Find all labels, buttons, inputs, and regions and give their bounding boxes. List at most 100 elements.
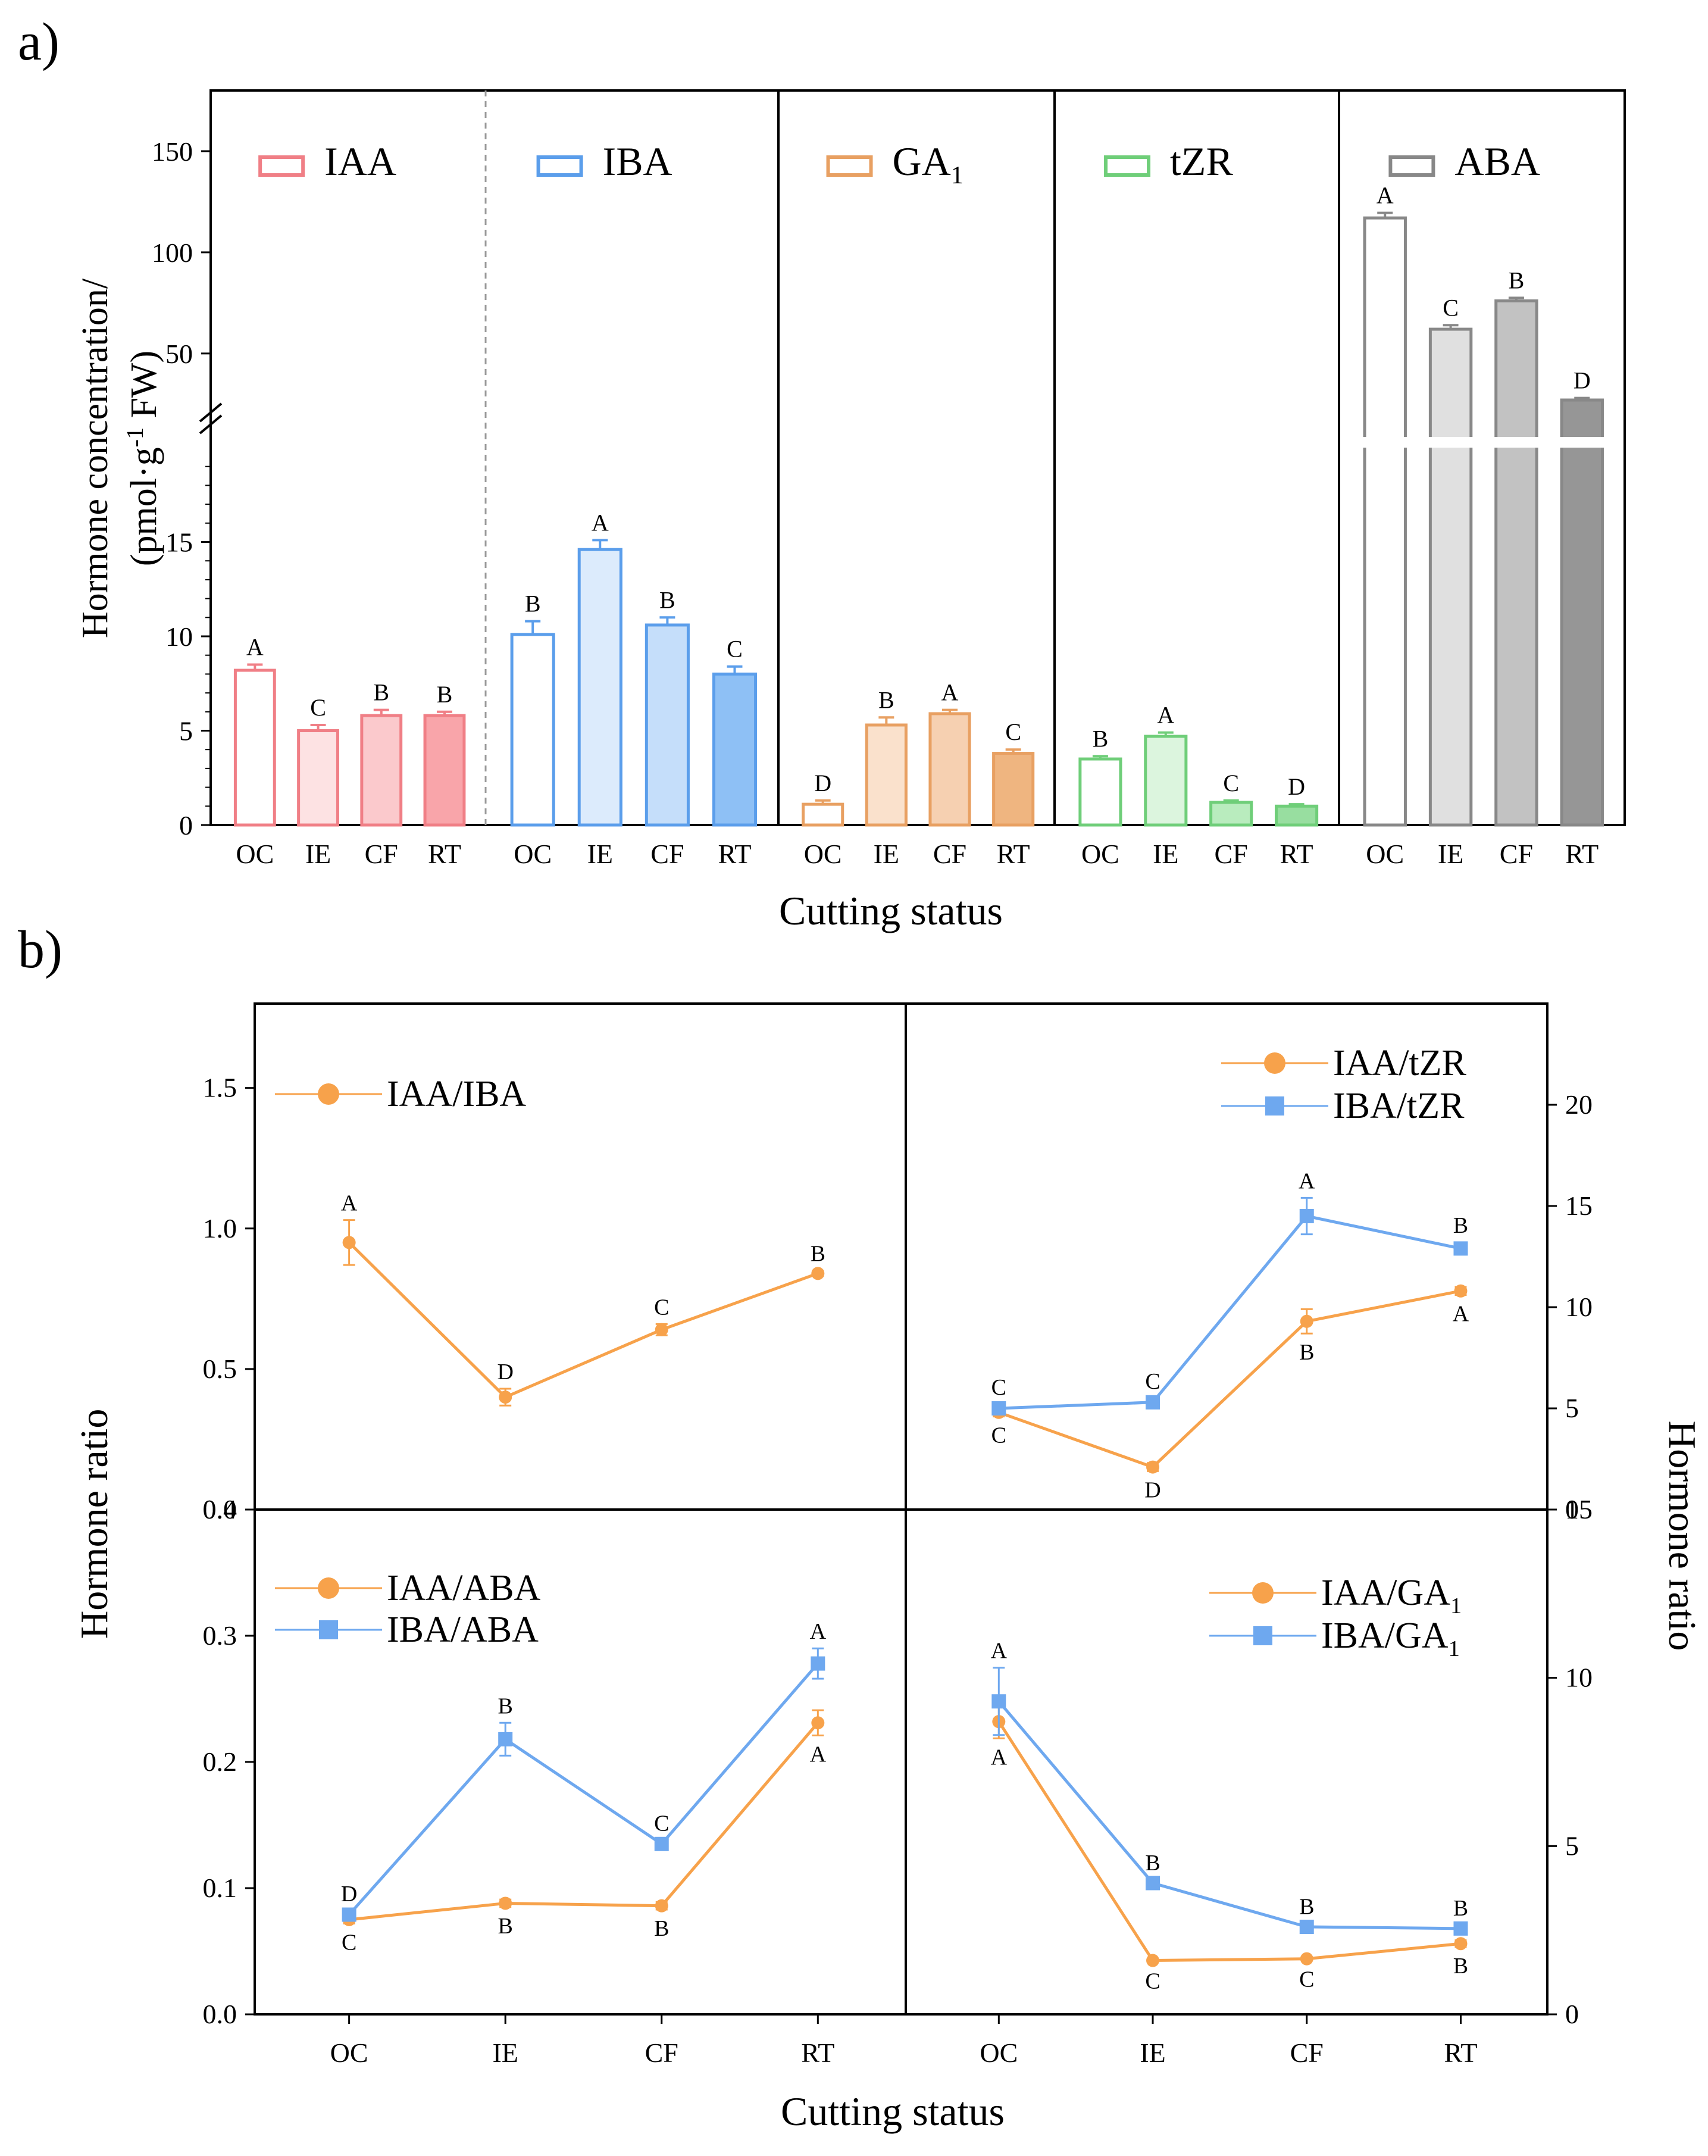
legend-label-iaa-tzr: IAA/tZR: [1333, 1043, 1467, 1083]
point-iaa-iba-oc: [342, 1236, 356, 1249]
legend-label-iba-tzr: IBA/tZR: [1333, 1086, 1465, 1126]
sig-letter-iaa-aba-oc: C: [342, 1930, 356, 1955]
point-iaa-ga1-ie: [1146, 1954, 1160, 1967]
y-tick-label-bottom-left: 0.2: [203, 1746, 237, 1777]
sig-letter-ga1-oc: D: [814, 770, 831, 796]
series-line-iba-aba: [348, 1663, 819, 1916]
x-tick-label-rt: RT: [718, 839, 751, 869]
x-tick-label-ie: IE: [874, 839, 899, 869]
bar-aba-oc: [1363, 216, 1407, 827]
x-tick-label-rt: RT: [1280, 839, 1313, 869]
sig-letter-tzr-rt: D: [1288, 773, 1305, 800]
sig-letter-iba-rt: C: [727, 636, 743, 663]
legend-marker-iba-tzr: [1265, 1096, 1284, 1116]
y-tick-label-bottom-left: 0.0: [203, 1999, 237, 2029]
legend-swatch-ga1: [826, 155, 873, 177]
point-iba-aba-rt: [811, 1656, 825, 1671]
x-tick-label-ie: IE: [305, 839, 331, 869]
legend-marker-iaa-iba: [318, 1083, 339, 1105]
bar-tzr-oc: [1078, 757, 1122, 827]
y-tick-label-upper-150: 150: [152, 136, 193, 167]
point-iba-tzr-oc: [991, 1401, 1006, 1416]
sig-letter-ga1-ie: B: [878, 686, 894, 713]
sig-letter-iaa-aba-cf: B: [654, 1916, 669, 1941]
series-line-iaa-aba: [349, 1721, 819, 1921]
sig-letter-iaa-iba-cf: C: [654, 1295, 669, 1320]
y-tick-label-bottom-right: 10: [1565, 1663, 1593, 1693]
subplot-top-left: 0.0 0.5 1.0 1.5 IAA/IBA A D C B: [203, 1073, 825, 1524]
sig-letter-iaa-aba-rt: A: [810, 1742, 827, 1767]
x-tick-label-cf: CF: [365, 839, 398, 869]
chart-b-ylabel-left: Hormone ratio: [73, 1409, 116, 1639]
sig-letter-aba-oc: A: [1377, 182, 1394, 209]
y-tick-label-top-left: 0.5: [203, 1354, 237, 1384]
sig-letter-iaa-tzr-ie: D: [1144, 1477, 1160, 1502]
legend-label-iba-ga1: IBA/GA1: [1321, 1616, 1460, 1661]
bar-iba-cf: [645, 623, 690, 827]
point-iaa-aba-ie: [499, 1896, 512, 1910]
y-tick-label-top-left: 0.0: [203, 1494, 237, 1524]
x-tick-label-oc: OC: [1081, 839, 1119, 869]
legend-label-tzr: tZR: [1170, 139, 1233, 184]
legend-marker-iba-aba: [319, 1620, 338, 1639]
legend-swatch-iba: [536, 155, 583, 177]
sig-letter-iaa-tzr-rt: A: [1453, 1302, 1469, 1327]
x-tick-label-cf: CF: [1215, 839, 1248, 869]
bar-iaa-rt: [423, 714, 466, 827]
x-tick-label-rt: RT: [997, 839, 1030, 869]
y-tick-label-top-right: 10: [1565, 1292, 1593, 1322]
series-line-iba-tzr: [999, 1214, 1461, 1410]
bar-ga1-ie: [865, 723, 908, 827]
chart-a-groups: IAAAOCCIEBCFBRTIBABOCAIEBCFCRTGA1DOCBIEA…: [233, 139, 1607, 869]
bar-iaa-oc: [233, 668, 276, 827]
x-tick-label-oc: OC: [1366, 839, 1404, 869]
sig-letter-iba-cf: B: [659, 586, 675, 613]
bar-group-tzr: tZR B OC A IE C CF D RT: [1078, 139, 1319, 869]
sig-letter-iba-aba-ie: B: [498, 1693, 513, 1718]
chart-a-ylabel-line1: Hormone concentration/: [75, 278, 115, 638]
legend-marker-iaa-tzr: [1264, 1052, 1285, 1074]
chart-a-y-ticks: 0 5 10 15 50 100 150: [152, 136, 211, 840]
bar-iaa-cf: [360, 714, 403, 827]
x-tick-label-oc: OC: [804, 839, 842, 869]
point-iaa-iba-rt: [811, 1267, 825, 1280]
sig-letter-iaa-ga1-ie: C: [1145, 1968, 1160, 1993]
chart-b: 0.00.51.01.5 IAA/IBAADCB05101520IAA/tZRIB…: [73, 1002, 1704, 2134]
point-iba-tzr-ie: [1146, 1395, 1160, 1410]
bar-group-ga1: GA1 D OC B IE A CF C RT: [802, 139, 1035, 869]
x-tick-label-cf: CF: [933, 839, 966, 869]
legend-label-iaa-aba: IAA/ABA: [387, 1568, 541, 1608]
chart-a: 0 5 10 15 50 100 150 IAA A OC C IE B CF B RT IBA B OC A IE B…: [75, 89, 1626, 933]
x-tick-label-cf: CF: [650, 839, 684, 869]
point-iaa-aba-rt: [811, 1716, 825, 1730]
x-tick-label-cf: CF: [1290, 2038, 1324, 2068]
sig-letter-iaa-iba-ie: D: [497, 1360, 513, 1385]
sig-letter-iaa-ie: C: [310, 694, 326, 721]
x-tick-label-rt: RT: [428, 839, 461, 869]
point-iba-ga1-cf: [1299, 1920, 1314, 1935]
x-tick-label-cf: CF: [645, 2038, 678, 2068]
sig-letter-tzr-ie: A: [1157, 702, 1174, 729]
bar-break-gap: [1360, 437, 1410, 448]
y-tick-label-bottom-left: 0.4: [203, 1494, 237, 1524]
bar-aba-ie: [1428, 327, 1473, 827]
sig-letter-iaa-oc: A: [246, 634, 264, 661]
y-tick-label-top-right: 0: [1565, 1494, 1579, 1524]
sig-letter-iba-tzr-cf: A: [1299, 1168, 1315, 1193]
bar-iba-ie: [577, 548, 622, 827]
bar-break-gap: [1557, 437, 1607, 448]
sig-letter-iaa-ga1-cf: C: [1299, 1967, 1314, 1992]
sig-letter-iba-aba-oc: D: [341, 1882, 357, 1907]
point-iba-tzr-rt: [1453, 1241, 1468, 1256]
series-line-iaa-tzr: [998, 1289, 1461, 1469]
y-tick-label-lower-0: 0: [179, 810, 193, 840]
y-tick-label-bottom-right: 15: [1565, 1494, 1593, 1524]
x-tick-label-ie: IE: [587, 839, 613, 869]
bar-aba-cf: [1494, 299, 1538, 827]
legend-label-iba: IBA: [603, 139, 672, 184]
sig-letter-iaa-tzr-oc: C: [991, 1423, 1006, 1448]
legend-label-iba-aba: IBA/ABA: [387, 1610, 539, 1650]
